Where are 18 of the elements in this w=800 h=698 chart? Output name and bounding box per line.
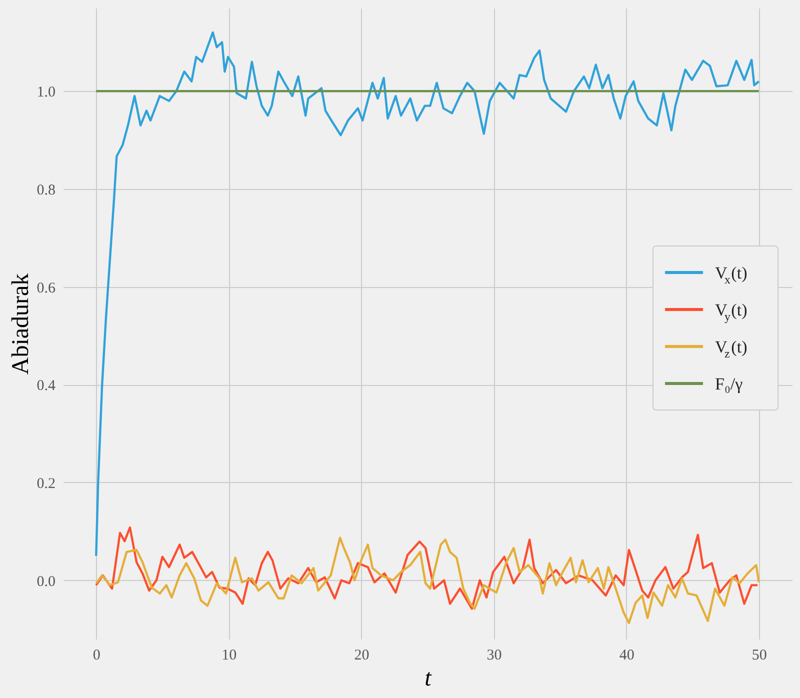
- x-tick-label: 20: [354, 648, 370, 664]
- line-series: [95, 526, 759, 610]
- x-tick-label: 10: [222, 648, 237, 664]
- line-series: [95, 536, 760, 624]
- y-tick-label: 0.6: [36, 280, 56, 296]
- y-tick-label: 0.0: [36, 574, 56, 590]
- x-tick-label: 0: [92, 648, 100, 664]
- line-series: [95, 31, 760, 557]
- x-tick-label: 50: [752, 648, 767, 664]
- legend-label: F₀/γ: [715, 374, 744, 394]
- y-tick-label: 0.4: [36, 378, 56, 394]
- y-tick-label: 0.8: [36, 182, 56, 198]
- x-tick-label: 40: [619, 648, 634, 664]
- x-axis-title: t: [424, 666, 433, 692]
- y-axis-title: Abiadurak: [8, 273, 34, 375]
- y-tick-label: 1.0: [36, 84, 56, 101]
- x-tick-label: 30: [486, 648, 502, 664]
- y-tick-label: 0.2: [36, 476, 56, 492]
